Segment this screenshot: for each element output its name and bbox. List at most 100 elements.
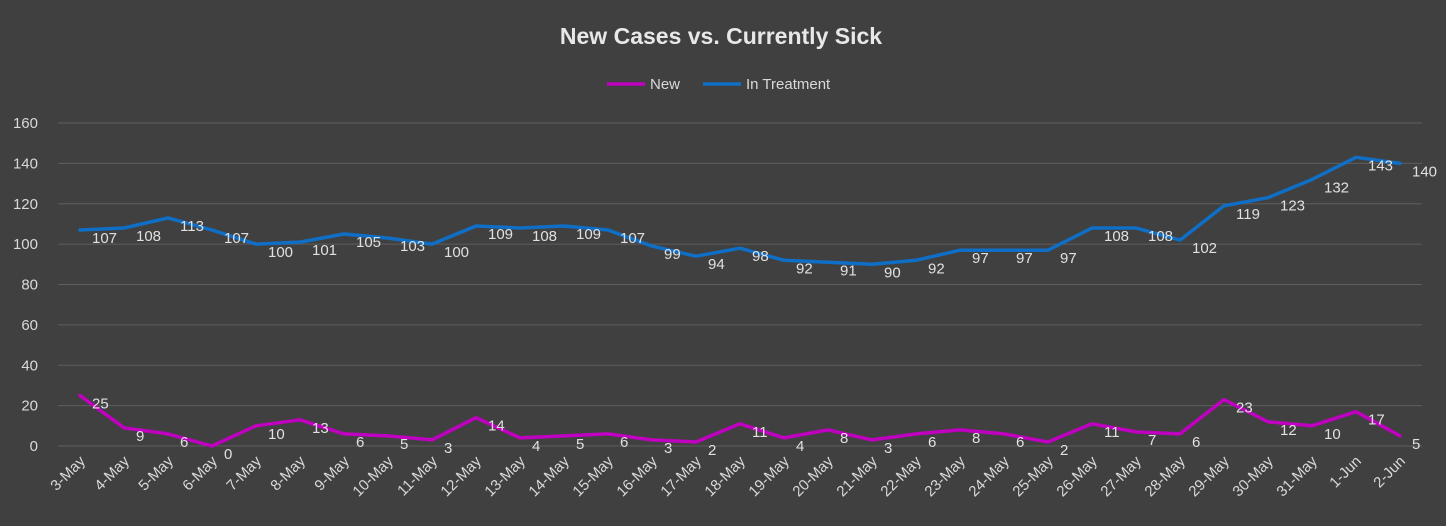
data-label: 17 [1368,412,1385,429]
x-tick-label: 15-May [569,452,617,500]
data-label: 6 [356,434,364,451]
y-tick-label: 160 [13,115,38,132]
data-label: 99 [664,246,681,263]
data-label: 97 [1060,250,1077,267]
data-label: 91 [840,262,857,279]
chart-title: New Cases vs. Currently Sick [560,23,882,49]
data-label: 6 [620,434,628,451]
x-tick-label: 8-May [267,452,309,494]
data-label: 132 [1324,180,1349,197]
data-label: 143 [1368,157,1393,174]
x-tick-label: 20-May [789,452,837,500]
gridlines [58,122,1422,447]
x-tick-label: 18-May [701,452,749,500]
x-tick-label: 1-Jun [1326,453,1365,492]
x-tick-label: 27-May [1097,452,1145,500]
x-tick-label: 13-May [481,452,529,500]
data-label: 92 [796,260,813,277]
data-label: 5 [1412,436,1420,453]
data-label: 3 [884,440,892,457]
y-tick-label: 100 [13,236,38,253]
data-label: 107 [224,230,249,247]
x-tick-label: 5-May [135,452,177,494]
data-label: 108 [1104,228,1129,245]
legend-label: In Treatment [746,76,831,93]
y-tick-label: 140 [13,155,38,172]
data-label: 10 [1324,426,1341,443]
data-label: 102 [1192,240,1217,257]
data-label: 107 [620,230,645,247]
data-label: 94 [708,256,725,273]
x-tick-label: 28-May [1141,452,1189,500]
data-label: 2 [1060,442,1068,459]
x-tick-label: 19-May [745,452,793,500]
x-tick-label: 30-May [1229,452,1277,500]
y-tick-label: 0 [30,438,38,455]
x-tick-label: 14-May [525,452,573,500]
data-label: 113 [180,218,204,235]
data-label: 13 [312,420,329,437]
data-label: 103 [400,238,425,255]
series-lines [78,155,1402,448]
data-label: 3 [664,440,672,457]
data-label: 5 [400,436,408,453]
data-label: 6 [1016,434,1024,451]
x-tick-label: 24-May [965,452,1013,500]
data-label: 105 [356,234,381,251]
data-label: 10 [268,426,285,443]
data-label: 2 [708,442,716,459]
x-tick-label: 16-May [613,452,661,500]
data-label: 3 [444,440,452,457]
x-tick-label: 2-Jun [1370,453,1409,492]
y-axis-ticks: 0 20 40 60 80 100 120 140 160 [13,115,38,455]
x-tick-label: 6-May [179,452,221,494]
x-tick-label: 4-May [91,452,133,494]
data-label: 108 [136,228,161,245]
data-label: 12 [1280,422,1297,439]
y-tick-label: 80 [21,277,38,294]
x-tick-label: 12-May [437,452,485,500]
y-tick-label: 60 [21,317,38,334]
legend: New In Treatment [607,76,831,93]
x-tick-label: 26-May [1053,452,1101,500]
legend-label: New [650,76,680,93]
data-label: 4 [532,438,540,455]
data-label: 11 [752,424,768,441]
x-axis-ticks: 3-May 4-May 5-May 6-May 7-May 8-May 9-May10-Ma… [47,452,1408,500]
data-label: 119 [1236,206,1260,223]
data-label: 7 [1148,432,1156,449]
y-tick-label: 40 [21,357,38,374]
x-tick-label: 22-May [877,452,925,500]
data-label: 8 [840,430,848,447]
data-label: 6 [928,434,936,451]
data-label: 25 [92,396,109,413]
data-label: 100 [268,244,293,261]
data-label: 98 [752,248,769,265]
x-tick-label: 17-May [657,452,705,500]
data-label: 97 [1016,250,1033,267]
x-tick-label: 21-May [833,452,881,500]
data-label: 100 [444,244,469,261]
data-label: 108 [1148,228,1173,245]
data-label: 101 [312,242,337,259]
x-tick-label: 11-May [394,452,441,499]
data-label: 107 [92,230,117,247]
x-tick-label: 3-May [47,452,89,494]
x-tick-label: 9-May [311,452,353,494]
data-label: 109 [576,226,601,243]
series-line-new [78,393,1402,448]
data-label: 0 [224,446,232,463]
data-label: 90 [884,264,901,281]
y-tick-label: 120 [13,196,38,213]
data-label: 108 [532,228,557,245]
data-label: 9 [136,428,144,445]
data-label: 8 [972,430,980,447]
x-tick-label: 10-May [349,452,397,500]
data-label: 123 [1280,198,1305,215]
data-label: 92 [928,260,945,277]
series-line-in-treatment [78,155,1402,267]
data-label: 6 [1192,434,1200,451]
data-label: 14 [488,418,505,435]
